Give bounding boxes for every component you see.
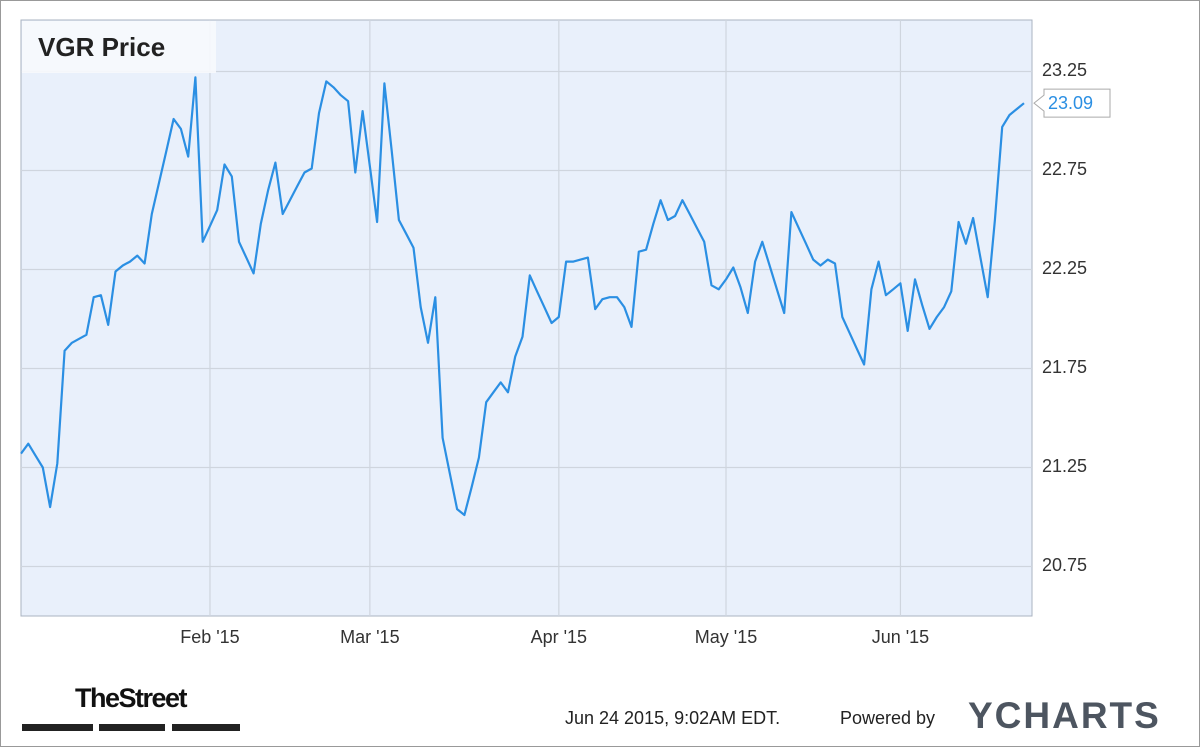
last-value-box	[1033, 88, 1111, 118]
plot-area	[20, 19, 1033, 617]
chart-title: VGR Price	[38, 32, 165, 62]
title-box	[22, 21, 216, 73]
logo-bar	[172, 724, 240, 731]
x-tick-label: Apr '15	[531, 627, 587, 647]
last-value-label: 23.09	[1048, 93, 1093, 113]
logo-bar	[22, 724, 93, 731]
y-tick-label: 22.75	[1042, 159, 1087, 179]
x-tick-label: Mar '15	[340, 627, 399, 647]
y-tick-label: 22.25	[1042, 258, 1087, 278]
brand-logo: YCHARTS	[968, 695, 1161, 736]
source-logo: TheStreet	[75, 683, 188, 713]
logo-bar	[99, 724, 165, 731]
timestamp: Jun 24 2015, 9:02AM EDT.	[565, 708, 780, 728]
price-line	[20, 76, 1025, 517]
x-tick-label: Jun '15	[872, 627, 929, 647]
y-tick-label: 21.75	[1042, 357, 1087, 377]
y-tick-label: 21.25	[1042, 456, 1087, 476]
y-tick-label: 23.25	[1042, 60, 1087, 80]
x-tick-label: Feb '15	[180, 627, 239, 647]
powered-by: Powered by	[840, 708, 935, 728]
y-tick-label: 20.75	[1042, 555, 1087, 575]
x-tick-label: May '15	[695, 627, 757, 647]
